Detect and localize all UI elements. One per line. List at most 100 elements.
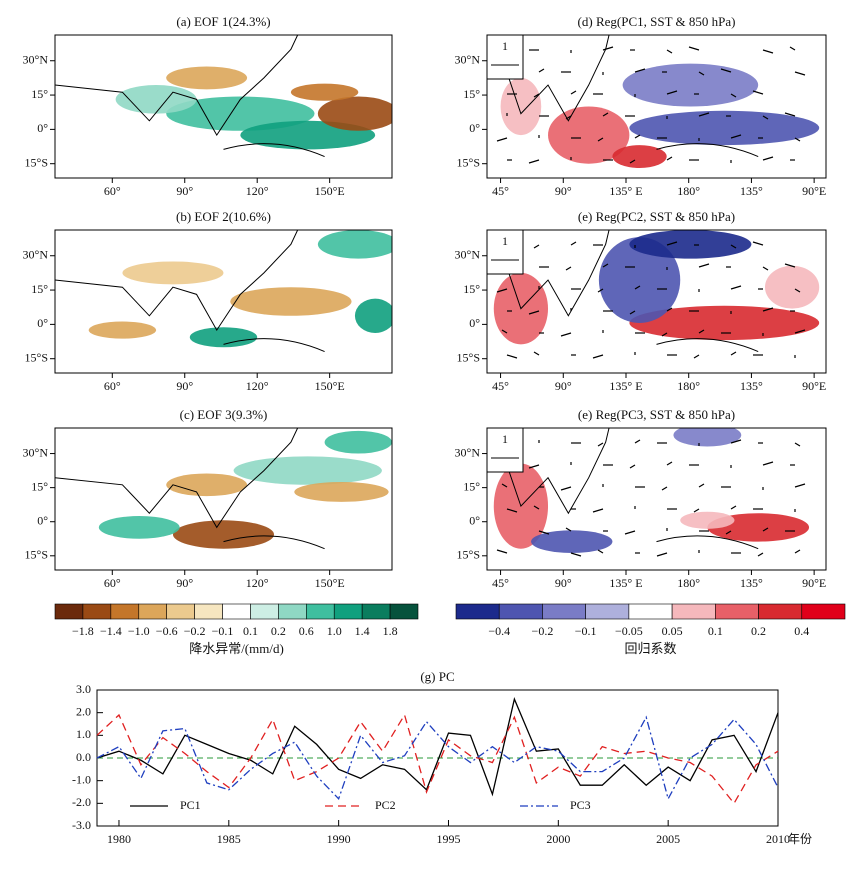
x-tick-label: 2005 [656, 832, 680, 846]
lat-label: 30°N [23, 247, 49, 261]
colorbar-swatch [671, 603, 716, 620]
wind-vector [784, 263, 796, 268]
lat-label: 0° [469, 513, 480, 527]
anomaly-region [673, 428, 742, 447]
colorbar-swatch [54, 603, 84, 620]
map-field [493, 428, 810, 557]
wind-vector [730, 244, 737, 249]
anomaly-region [230, 287, 352, 316]
coastline [656, 143, 759, 158]
wind-vector [730, 93, 737, 98]
colorbar-swatch [82, 603, 112, 620]
colorbar-swatch [222, 603, 251, 620]
wind-vector [762, 461, 774, 466]
lon-label: 45° [492, 576, 509, 590]
anomaly-region [680, 511, 735, 529]
wind-vector [570, 241, 577, 246]
lon-label: 120° [246, 379, 269, 393]
wind-vector [533, 505, 540, 510]
lon-label: 90° [555, 379, 572, 393]
map-title: (e) Reg(PC3, SST & 850 hPa) [578, 407, 735, 422]
colorbar-swatch [110, 603, 140, 620]
y-tick-label: 2.0 [76, 704, 91, 718]
wind-vector [496, 549, 508, 554]
wind-vector [506, 354, 518, 359]
lon-label: 90°E [802, 379, 826, 393]
colorbar-swatch [758, 603, 803, 620]
colorbar-label: −0.4 [488, 624, 510, 638]
wind-vector [629, 464, 636, 469]
coastline [55, 230, 299, 332]
wind-vector [538, 68, 545, 73]
wind-vector [762, 115, 769, 120]
legend-label: PC2 [375, 798, 396, 812]
wind-vector [698, 329, 705, 334]
lon-label: 120° [246, 184, 269, 198]
map-field [493, 230, 820, 359]
map-field [55, 428, 392, 550]
anomaly-region [88, 321, 157, 339]
wind-vector [560, 332, 572, 337]
wind-vector [624, 530, 636, 535]
anomaly-region [115, 85, 197, 114]
anomaly-region [166, 473, 248, 497]
wind-vector [533, 351, 540, 356]
series-line [96, 713, 779, 805]
lon-label: 180° [677, 184, 700, 198]
lat-label: 30°N [23, 445, 49, 459]
wind-vector [528, 464, 540, 469]
coastline [55, 35, 299, 137]
colorbar-label: −0.2 [184, 624, 206, 638]
lon-label: 135° [740, 576, 763, 590]
legend-label: PC1 [180, 798, 201, 812]
coastline [223, 535, 325, 550]
wind-vector [784, 112, 796, 117]
lat-label: 0° [37, 513, 48, 527]
colorbar-swatch [389, 603, 419, 620]
anomaly-region [172, 520, 275, 549]
wind-vector [634, 439, 641, 444]
wind-vector [496, 137, 508, 142]
vector-ref-label: 1 [502, 234, 508, 248]
map-field [55, 230, 392, 353]
wind-vector [629, 310, 636, 315]
lon-label: 90° [176, 379, 193, 393]
lat-label: 0° [37, 316, 48, 330]
lon-label: 60° [104, 184, 121, 198]
colorbar-swatch [194, 603, 223, 620]
lon-label: 60° [104, 576, 121, 590]
y-tick-label: 3.0 [76, 682, 91, 696]
wind-vector [698, 112, 710, 117]
lat-label: 15°S [25, 155, 48, 169]
colorbar-label: −0.6 [156, 624, 178, 638]
wind-vector [789, 46, 796, 51]
y-tick-label: 0.0 [76, 750, 91, 764]
map-title: (c) EOF 3(9.3%) [180, 407, 268, 422]
x-tick-label: 1980 [107, 832, 131, 846]
lon-label: 90° [176, 576, 193, 590]
lon-label: 60° [104, 379, 121, 393]
lon-label: 135° [740, 379, 763, 393]
wind-vector [752, 241, 764, 246]
chart-title: (g) PC [420, 669, 454, 684]
colorbar-swatch [138, 603, 167, 620]
wind-vector [730, 505, 737, 510]
wind-vector [666, 241, 678, 246]
lat-label: 30°N [455, 247, 481, 261]
x-tick-label: 1990 [327, 832, 351, 846]
x-axis-label: 年份 [788, 832, 812, 846]
wind-vector [597, 288, 604, 293]
lat-label: 15° [463, 282, 480, 296]
map-frame [54, 427, 393, 571]
wind-vector [528, 310, 540, 315]
series-line [96, 715, 779, 801]
colorbar-label: 0.05 [662, 624, 683, 638]
lat-label: 15° [31, 87, 48, 101]
wind-vector [666, 49, 673, 54]
lat-label: 15°S [25, 548, 48, 562]
anomaly-region [166, 66, 248, 90]
wind-vector [752, 90, 764, 95]
lon-label: 90° [555, 576, 572, 590]
y-tick-label: -2.0 [72, 795, 91, 809]
anomaly-region [622, 63, 759, 107]
